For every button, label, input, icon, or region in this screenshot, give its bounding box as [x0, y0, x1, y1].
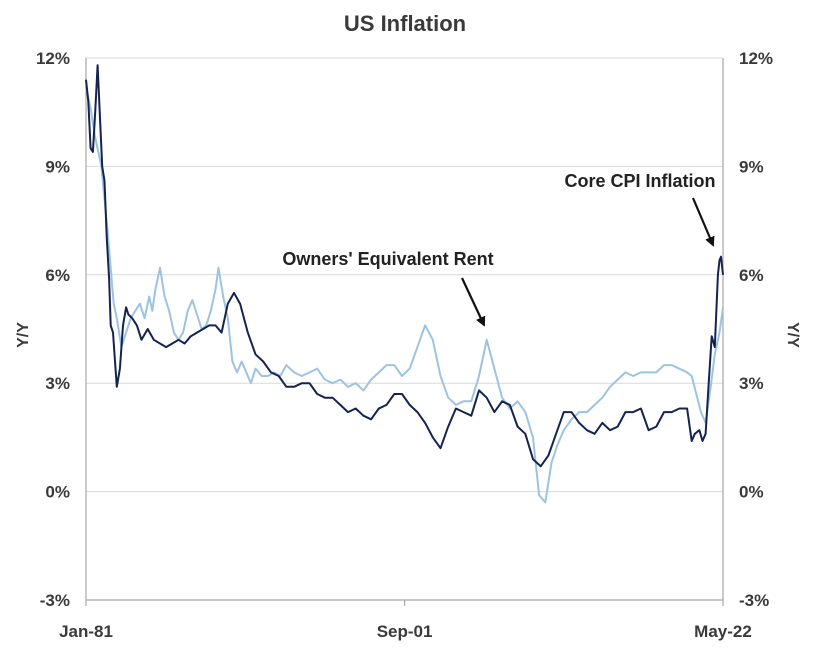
x-tick-label: May-22	[694, 622, 752, 641]
annotation-owners-equivalent-rent: Owners' Equivalent Rent	[282, 249, 493, 269]
x-tick-label: Sep-01	[377, 622, 433, 641]
y-tick-label-left: 6%	[45, 266, 70, 285]
gridlines	[86, 57, 723, 493]
annotation-arrow-core	[691, 197, 715, 247]
annotation-arrow-oer	[461, 277, 486, 327]
y-tick-label-left: -3%	[40, 591, 70, 610]
y-tick-label-right: -3%	[739, 591, 769, 610]
y-axis-title-left: Y/Y	[15, 322, 32, 348]
y-tick-labels-left: 12% 9% 6% 3% 0% -3%	[36, 49, 70, 610]
y-tick-label-right: 9%	[739, 157, 764, 176]
y-tick-label-right: 0%	[739, 483, 764, 502]
y-tick-label-right: 3%	[739, 374, 764, 393]
y-tick-labels-right: 12% 9% 6% 3% 0% -3%	[739, 49, 773, 610]
y-tick-label-left: 9%	[45, 157, 70, 176]
chart-title: US Inflation	[344, 11, 466, 36]
annotation-core-cpi-inflation: Core CPI Inflation	[564, 171, 715, 191]
y-tick-label-right: 12%	[739, 49, 773, 68]
series-line-owners-equivalent-rent	[85, 86, 724, 504]
y-tick-label-left: 0%	[45, 483, 70, 502]
y-axis-title-right: Y/Y	[784, 322, 801, 348]
series-line-core-cpi-inflation	[85, 64, 724, 468]
x-tick-labels: Jan-81 Sep-01 May-22	[59, 600, 752, 641]
y-tick-label-right: 6%	[739, 266, 764, 285]
y-tick-label-left: 12%	[36, 49, 70, 68]
y-tick-label-left: 3%	[45, 374, 70, 393]
x-tick-label: Jan-81	[59, 622, 113, 641]
